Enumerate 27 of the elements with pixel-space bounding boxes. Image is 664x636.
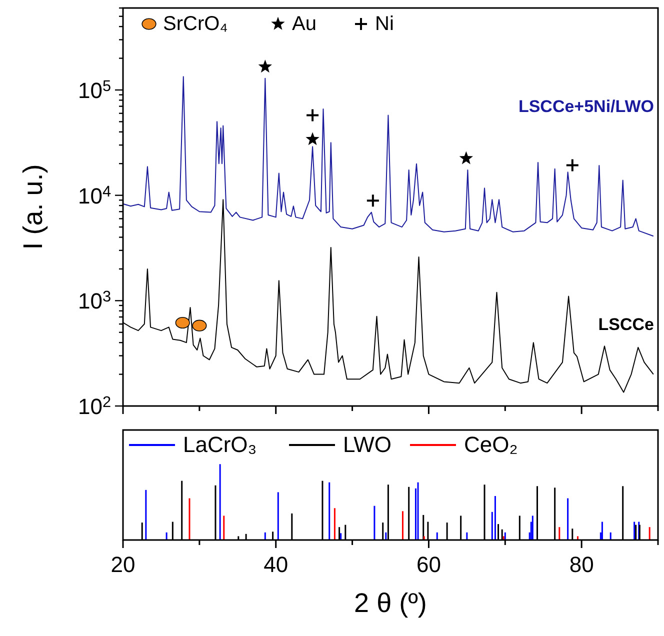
point xyxy=(192,320,207,332)
text: LSCCe+5Ni/LWO xyxy=(518,97,654,116)
point xyxy=(565,158,580,172)
point xyxy=(366,194,380,208)
legend-label: LaCrO₃ xyxy=(183,432,257,457)
x-tick-label: 40 xyxy=(264,552,288,577)
legend-label: SrCrO₄ xyxy=(163,13,228,35)
legend-label: Au xyxy=(292,13,316,35)
point xyxy=(258,60,272,73)
point xyxy=(306,108,320,122)
series-label: LSCCe xyxy=(598,315,654,334)
y-axis-title: I (a. u.) xyxy=(18,164,48,250)
x-tick-label: 20 xyxy=(110,552,136,577)
x-tick-label: 80 xyxy=(569,552,594,577)
y-tick-label: 10$^{5}$ xyxy=(78,78,111,103)
legend-label: LWO xyxy=(343,432,392,457)
y-tick-label: 10$^{3}$ xyxy=(78,288,111,314)
y-tick-label: 10$^{2}$ xyxy=(78,394,111,419)
y-tick-label: 10$^{4}$ xyxy=(78,183,112,208)
x-tick-label: 60 xyxy=(416,552,441,577)
legend-label: CeO₂ xyxy=(464,432,518,457)
point xyxy=(175,316,190,329)
x-axis-title: 2 θ (º) xyxy=(354,588,427,618)
point xyxy=(306,132,320,146)
legend-label: Ni xyxy=(375,13,394,35)
point xyxy=(459,151,474,164)
line-series xyxy=(122,76,654,237)
